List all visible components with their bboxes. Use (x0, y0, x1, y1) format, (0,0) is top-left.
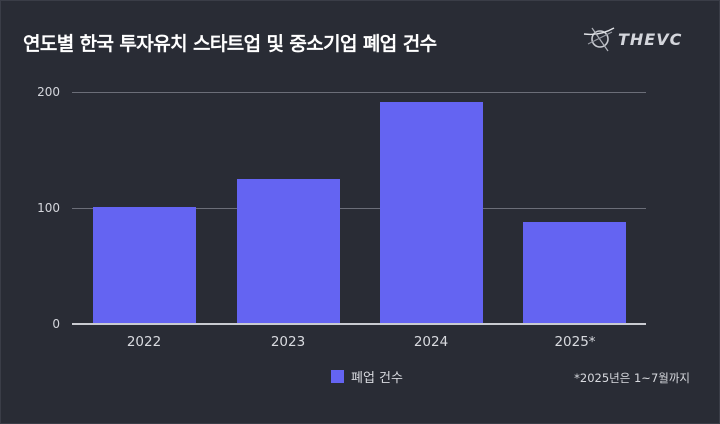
bar-2022[interactable] (93, 207, 196, 325)
thevc-logo: THEVC (582, 24, 692, 54)
footnote: *2025년은 1~7월까지 (574, 371, 690, 385)
logo-text: THEVC (618, 29, 683, 49)
x-tick-2024: 2024 (413, 334, 449, 350)
bar-2023[interactable] (237, 179, 340, 325)
y-tick-0: 0 (52, 317, 60, 331)
x-axis-baseline (72, 323, 646, 325)
bar-2024[interactable] (380, 102, 483, 325)
x-tick-2022: 2022 (126, 334, 162, 350)
gridline-200 (72, 92, 646, 93)
x-tick-2023: 2023 (270, 334, 306, 350)
orbit-logo-icon (583, 27, 615, 52)
legend-swatch (331, 370, 344, 383)
x-tick-2025: 2025* (554, 334, 596, 350)
bar-2025[interactable] (523, 222, 626, 325)
chart-legend[interactable]: 폐업 건수 (331, 367, 403, 386)
y-tick-100: 100 (37, 201, 60, 215)
gridline-100 (72, 208, 646, 209)
chart-title: 연도별 한국 투자유치 스타트업 및 중소기업 폐업 건수 (23, 33, 437, 55)
y-tick-200: 200 (37, 85, 60, 99)
legend-label: 폐업 건수 (351, 371, 403, 386)
